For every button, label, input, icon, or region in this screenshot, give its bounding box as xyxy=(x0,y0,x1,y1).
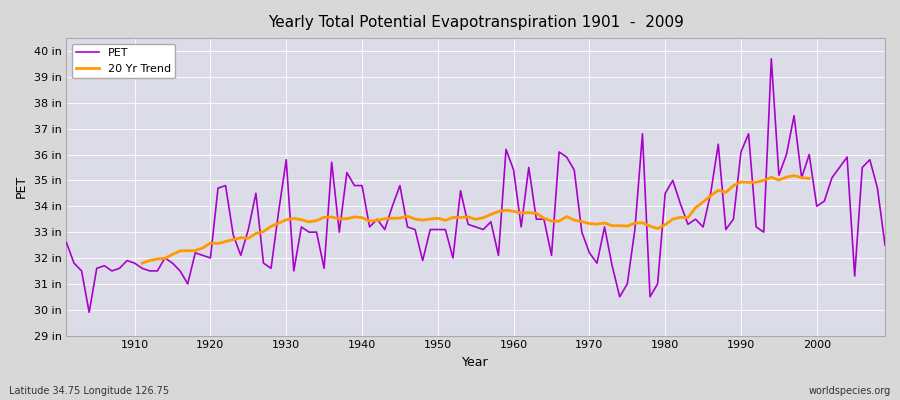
PET xyxy=(341,170,352,175)
Text: Latitude 34.75 Longitude 126.75: Latitude 34.75 Longitude 126.75 xyxy=(9,386,169,396)
PET xyxy=(879,243,890,248)
PET xyxy=(607,263,617,268)
Legend: PET, 20 Yr Trend: PET, 20 Yr Trend xyxy=(72,44,176,78)
20 Yr Trend xyxy=(478,215,489,220)
X-axis label: Year: Year xyxy=(463,356,489,369)
Line: PET: PET xyxy=(67,59,885,312)
Title: Yearly Total Potential Evapotranspiration 1901  -  2009: Yearly Total Potential Evapotranspiratio… xyxy=(268,15,684,30)
20 Yr Trend xyxy=(788,173,799,178)
20 Yr Trend xyxy=(394,216,405,220)
20 Yr Trend xyxy=(205,241,216,246)
PET xyxy=(766,56,777,61)
20 Yr Trend xyxy=(728,183,739,188)
PET xyxy=(61,240,72,245)
Line: 20 Yr Trend: 20 Yr Trend xyxy=(142,176,809,263)
20 Yr Trend xyxy=(274,221,284,226)
20 Yr Trend xyxy=(804,176,814,181)
PET xyxy=(296,224,307,229)
PET xyxy=(516,224,526,229)
PET xyxy=(84,310,94,315)
PET xyxy=(130,261,140,266)
Y-axis label: PET: PET xyxy=(15,175,28,198)
20 Yr Trend xyxy=(137,261,148,266)
Text: worldspecies.org: worldspecies.org xyxy=(809,386,891,396)
20 Yr Trend xyxy=(220,239,231,244)
PET xyxy=(508,168,519,172)
